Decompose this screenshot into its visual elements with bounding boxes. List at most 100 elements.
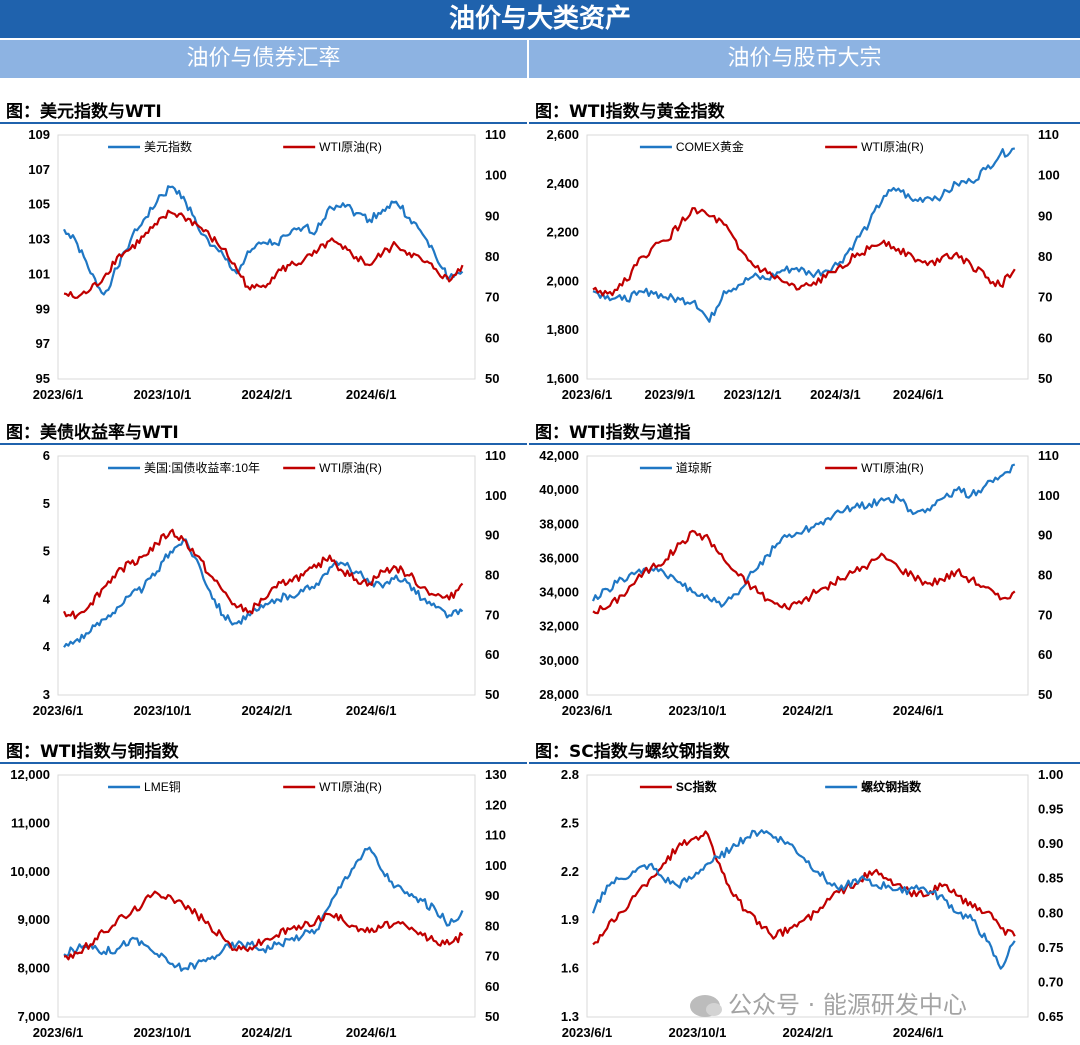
legend-label: WTI原油(R)	[319, 780, 382, 794]
legend-label: 美元指数	[144, 139, 192, 154]
x-tick-label: 2023/9/1	[644, 387, 695, 402]
title-rule	[529, 443, 1080, 445]
x-tick-label: 2024/6/1	[893, 387, 944, 402]
y2-tick-label: 80	[485, 568, 499, 583]
y-tick-label: 11,000	[11, 815, 50, 830]
legend-label: COMEX黄金	[676, 139, 744, 154]
x-tick-label: 2024/6/1	[346, 1025, 397, 1040]
y2-tick-label: 50	[1038, 687, 1052, 702]
plot-area	[586, 134, 1029, 380]
y-tick-label: 2,600	[546, 127, 579, 142]
y-tick-label: 5	[43, 544, 50, 559]
x-tick-label: 2024/6/1	[346, 703, 397, 718]
y2-tick-label: 60	[485, 330, 499, 345]
y2-tick-label: 50	[485, 1009, 499, 1024]
y2-tick-label: 90	[485, 208, 499, 223]
section-bonds-fx: 油价与债券汇率	[0, 40, 527, 78]
y-tick-label: 2,000	[546, 273, 579, 288]
y-tick-label: 3	[43, 687, 50, 702]
y2-tick-label: 0.90	[1038, 836, 1063, 851]
x-tick-label: 2023/6/1	[33, 1025, 84, 1040]
y2-tick-label: 70	[485, 607, 499, 622]
y-tick-label: 12,000	[10, 767, 50, 782]
title-rule	[0, 122, 527, 124]
panel-wti-gold: 图：WTI指数与黄金指数 1,600 1,800 2,000 2,200 2,400 2,…	[529, 97, 1080, 407]
series-line	[63, 538, 464, 648]
plot-area	[57, 455, 476, 696]
series-line	[591, 463, 1016, 608]
y-tick-label: 1,800	[546, 322, 579, 337]
legend-label: LME铜	[144, 779, 181, 794]
y2-tick-label: 110	[485, 127, 506, 142]
chart-sc-rebar: 1.3 1.6 1.9 2.2 2.5 2.8 0.65 0.70 0.75 0.80 0.85 0.…	[561, 767, 1063, 1040]
y-tick-label: 2,200	[546, 225, 579, 240]
y-tick-label: 2.5	[561, 815, 579, 830]
y2-tick-label: 90	[1038, 528, 1052, 543]
y-tick-label: 34,000	[539, 585, 579, 600]
y2-tick-label: 0.95	[1038, 802, 1063, 817]
y2-tick-label: 1.00	[1038, 767, 1063, 782]
y2-tick-label: 70	[1038, 290, 1052, 305]
chart-title: 图：美元指数与WTI	[6, 102, 162, 122]
series-line	[63, 209, 464, 299]
x-tick-label: 2023/6/1	[562, 703, 613, 718]
chart-wti-copper: 7,000 8,000 9,000 10,000 11,000 12,000 50 60 70 8…	[10, 767, 507, 1040]
y-tick-label: 38,000	[539, 516, 579, 531]
y-tick-label: 2.2	[561, 864, 579, 879]
x-tick-label: 2023/6/1	[33, 703, 84, 718]
section-stocks-commodities: 油价与股市大宗	[529, 40, 1080, 78]
y-tick-label: 6	[43, 448, 50, 463]
y2-tick-label: 60	[1038, 330, 1052, 345]
y-tick-label: 107	[28, 162, 50, 177]
y-tick-label: 30,000	[539, 653, 579, 668]
chart-wti-dow: 28,000 30,000 32,000 34,000 36,000 38,000 40,0…	[539, 448, 1060, 718]
series-line	[62, 528, 464, 620]
legend-label: SC指数	[676, 779, 718, 794]
legend-label: WTI原油(R)	[319, 461, 382, 475]
y-tick-label: 103	[28, 232, 50, 247]
panel-sc-rebar: 图：SC指数与螺纹钢指数 1.3 1.6 1.9 2.2 2.5 2.8 0.65 0.70 0…	[529, 737, 1080, 1045]
plot-area	[586, 455, 1029, 696]
chart-title: 图：WTI指数与黄金指数	[535, 102, 725, 122]
y2-tick-label: 100	[1038, 168, 1060, 183]
series-line	[63, 185, 464, 296]
y2-tick-label: 120	[485, 797, 507, 812]
title-rule	[529, 122, 1080, 124]
x-tick-label: 2023/10/1	[668, 1025, 726, 1040]
watermark: 公众号 · 能源研发中心	[690, 985, 967, 1020]
y-tick-label: 5	[43, 496, 50, 511]
y-tick-label: 1.9	[561, 912, 579, 927]
y2-tick-label: 0.70	[1038, 974, 1063, 989]
x-tick-label: 2024/3/1	[810, 387, 861, 402]
y2-tick-label: 130	[485, 767, 507, 782]
chart-wti-gold: 1,600 1,800 2,000 2,200 2,400 2,600 50 60 70 80 90…	[546, 127, 1060, 402]
x-tick-label: 2023/10/1	[133, 703, 191, 718]
y2-tick-label: 100	[485, 858, 507, 873]
y2-tick-label: 100	[1038, 488, 1060, 503]
y2-tick-label: 60	[485, 647, 499, 662]
x-tick-label: 2023/10/1	[133, 1025, 191, 1040]
y-tick-label: 95	[36, 371, 50, 386]
panel-wti-copper: 图：WTI指数与铜指数 7,000 8,000 9,000 10,000 11,000 1…	[0, 737, 527, 1045]
series-line	[592, 529, 1016, 615]
chart-dxy-wti: 95 97 99 101 103 105 107 109 50 60 70 80 90 100 110 202…	[28, 127, 506, 402]
y-tick-label: 1.3	[561, 1009, 579, 1024]
y-tick-label: 101	[28, 266, 50, 281]
chart-ust-wti: 3 4 4 5 5 6 50 60 70 80 90 100 110 2023/6/1 2023/10/1 2…	[33, 448, 507, 718]
x-tick-label: 2023/12/1	[724, 387, 782, 402]
y2-tick-label: 80	[485, 918, 499, 933]
y-tick-label: 32,000	[539, 619, 579, 634]
y2-tick-label: 90	[485, 888, 499, 903]
y-tick-label: 109	[28, 127, 50, 142]
wechat-logo-icon	[690, 995, 722, 1017]
x-tick-label: 2023/6/1	[562, 1025, 613, 1040]
y2-tick-label: 100	[485, 488, 507, 503]
panel-wti-dow: 图：WTI指数与道指 28,000 30,000 32,000 34,000 36,00…	[529, 418, 1080, 723]
y-tick-label: 9,000	[17, 912, 50, 927]
y2-tick-label: 50	[485, 687, 499, 702]
y-tick-label: 2.8	[561, 767, 579, 782]
y-tick-label: 40,000	[539, 482, 579, 497]
y-tick-label: 97	[36, 336, 50, 351]
y2-tick-label: 110	[1038, 127, 1059, 142]
y-tick-label: 7,000	[17, 1009, 50, 1024]
